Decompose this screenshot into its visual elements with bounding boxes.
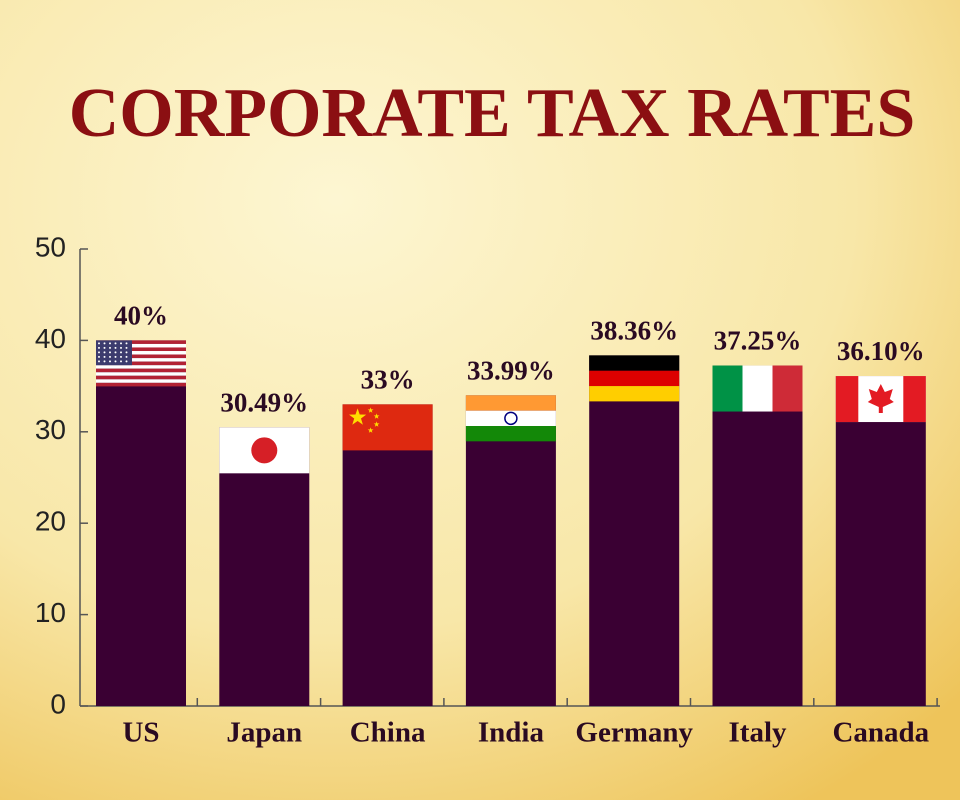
flag-star xyxy=(125,351,128,354)
flag-stripe xyxy=(96,368,186,373)
flag-star xyxy=(125,342,128,345)
flag xyxy=(589,355,680,402)
flag-stripe xyxy=(96,379,186,383)
value-label: 36.10% xyxy=(837,336,925,366)
flag-stripe xyxy=(96,347,186,352)
flag-star xyxy=(98,342,100,345)
flag-stripe xyxy=(712,365,743,412)
flag xyxy=(465,395,556,442)
flag-stripe xyxy=(96,358,186,362)
x-tick-label: Germany xyxy=(575,717,693,749)
flag-star xyxy=(103,360,106,363)
y-tick-label: 0 xyxy=(50,688,66,719)
flag-stripe xyxy=(742,365,773,412)
flag-stripe xyxy=(96,351,186,355)
flag-stripe xyxy=(465,395,556,411)
flag-stripe xyxy=(465,425,556,442)
x-tick-label: China xyxy=(350,717,426,749)
flag-star xyxy=(120,355,122,358)
flag-star xyxy=(373,421,380,427)
flag-chakra xyxy=(504,411,518,426)
bar xyxy=(465,395,556,706)
value-label: 33.99% xyxy=(467,356,555,386)
flag-field xyxy=(342,404,433,451)
flag-star xyxy=(114,360,117,363)
flag-star xyxy=(103,355,106,358)
flag-stripe xyxy=(465,410,556,426)
flag-stripe xyxy=(96,375,186,380)
flag-stripe xyxy=(96,361,186,366)
flag-star xyxy=(125,346,128,349)
flag xyxy=(342,404,433,451)
flag-disc xyxy=(251,437,278,464)
flag xyxy=(712,365,803,412)
chart-title: CORPORATE TAX RATES xyxy=(69,75,916,152)
x-tick-label: Canada xyxy=(832,717,929,749)
value-label: 40% xyxy=(114,301,168,331)
flag-star xyxy=(98,351,100,354)
flag-star xyxy=(120,351,122,354)
bar xyxy=(96,340,186,706)
flag-star xyxy=(367,407,374,413)
flag-star xyxy=(114,342,117,345)
flag-star xyxy=(120,342,122,345)
flag-star xyxy=(120,360,122,363)
y-tick-label: 20 xyxy=(35,506,66,537)
flag-stripe xyxy=(96,372,186,376)
flag-star xyxy=(114,355,117,358)
flag-star xyxy=(114,351,117,354)
y-tick-label: 50 xyxy=(35,231,66,262)
flag-star xyxy=(373,413,380,419)
x-tick-label: India xyxy=(478,717,545,749)
flag-star xyxy=(367,427,374,433)
value-label: 33% xyxy=(361,365,415,395)
flag-star xyxy=(98,355,100,358)
flag-band xyxy=(835,376,859,423)
flag-stripe xyxy=(96,354,186,359)
flag xyxy=(96,340,186,387)
bar xyxy=(589,355,680,706)
value-label: 38.36% xyxy=(590,316,678,346)
bar xyxy=(835,376,926,706)
flag-stripe xyxy=(589,386,680,402)
flag-stripe xyxy=(589,370,680,387)
flag-star xyxy=(98,360,100,363)
flag-star xyxy=(125,355,128,358)
bar xyxy=(712,365,803,706)
flag-star xyxy=(109,355,111,358)
flag-stripe xyxy=(96,340,186,344)
flag-star xyxy=(109,360,111,363)
x-tick-label: Italy xyxy=(729,717,788,749)
y-tick-label: 30 xyxy=(35,414,66,445)
bar xyxy=(342,404,433,706)
flag-star xyxy=(120,346,122,349)
flag-stripe xyxy=(589,355,680,371)
flag-star xyxy=(98,346,100,349)
flag-star xyxy=(125,360,128,363)
flag-star xyxy=(114,346,117,349)
flag-stripe xyxy=(96,343,186,348)
flag-star xyxy=(103,346,106,349)
y-tick-label: 10 xyxy=(35,597,66,628)
flag-leaf xyxy=(867,384,894,414)
flag xyxy=(835,376,926,423)
flag-star xyxy=(103,342,106,345)
flag-star xyxy=(103,351,106,354)
flag-stripe xyxy=(772,365,803,412)
flag-star xyxy=(109,342,111,345)
x-tick-label: Japan xyxy=(226,717,302,749)
value-label: 30.49% xyxy=(220,388,308,418)
bar xyxy=(219,427,310,706)
flag-stripe xyxy=(96,382,186,387)
flag-star xyxy=(109,351,111,354)
x-tick-label: US xyxy=(122,717,159,749)
value-label: 37.25% xyxy=(714,326,802,356)
flag-star xyxy=(109,346,111,349)
flag-stripe xyxy=(96,365,186,369)
flag-band xyxy=(903,376,926,423)
y-tick-label: 40 xyxy=(35,323,66,354)
flag-star xyxy=(349,408,367,425)
flag xyxy=(219,427,310,474)
